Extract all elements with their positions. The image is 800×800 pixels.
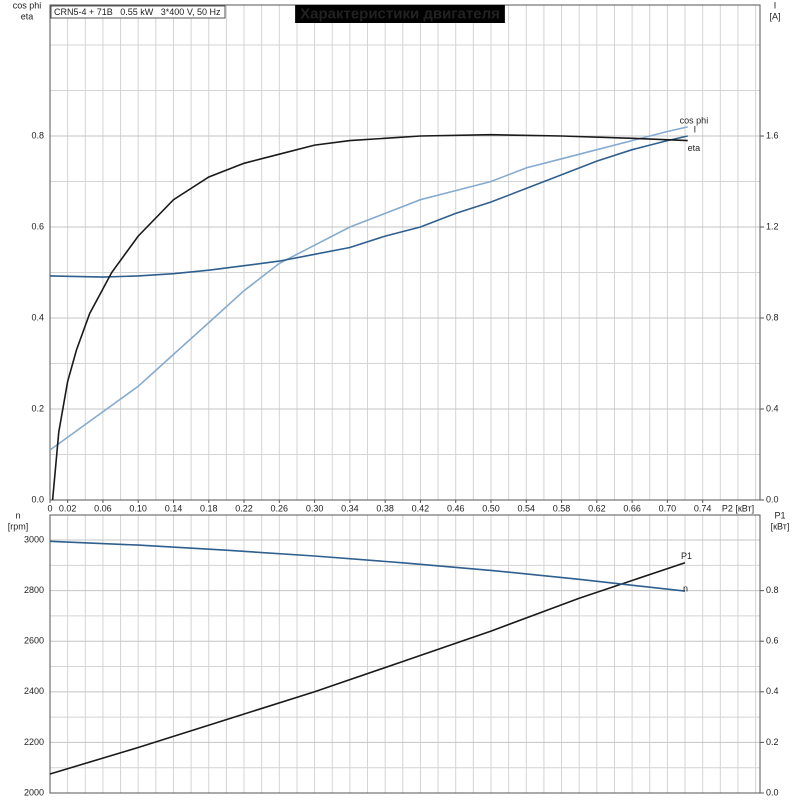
title-background (295, 5, 505, 23)
y-axis-label: eta (21, 11, 34, 21)
y2-axis-label: [A] (769, 11, 780, 21)
y2-tick-label: 0.4 (766, 403, 779, 413)
series-line (51, 133, 688, 501)
x-tick-label: 0.46 (447, 503, 465, 513)
x-tick-label: 0.26 (271, 503, 289, 513)
y-axis-label: cos phi (13, 0, 42, 10)
series-label: n (683, 584, 688, 594)
y-tick-label: 2000 (24, 787, 44, 797)
y2-tick-label: 0.4 (766, 686, 779, 696)
y2-tick-label: 1.2 (766, 221, 779, 231)
x-tick-label: 0.06 (94, 503, 112, 513)
y2-tick-label: 0.8 (766, 312, 779, 322)
series-label: cos phi (680, 115, 709, 125)
series-line (49, 135, 688, 278)
y-tick-label: 0.8 (31, 130, 44, 140)
y2-tick-label: 0.2 (766, 737, 779, 747)
y2-axis-label: P1 (774, 510, 785, 520)
series-label: P1 (681, 551, 692, 561)
title-box: Характеристики двигателя (295, 5, 505, 23)
series-label: I (694, 124, 697, 134)
y-tick-label: 2800 (24, 585, 44, 595)
x-tick-label: 0.62 (588, 503, 606, 513)
y2-tick-label: 0.8 (766, 585, 779, 595)
y-tick-label: 0.0 (31, 494, 44, 504)
y-tick-label: 0.2 (31, 403, 44, 413)
x-tick-label: 0.50 (482, 503, 500, 513)
series-line (49, 126, 688, 451)
y-tick-label: 0.4 (31, 312, 44, 322)
y-axis-label: [rpm] (8, 521, 29, 531)
x-tick-label: 0.34 (341, 503, 359, 513)
y2-tick-label: 0.6 (766, 636, 779, 646)
x-tick-label: 0.10 (129, 503, 147, 513)
x-tick-label: 0.58 (553, 503, 571, 513)
y-tick-label: 2400 (24, 686, 44, 696)
plot-frame (49, 514, 761, 794)
y-axis-label: n (15, 510, 20, 520)
x-tick-label: 0.30 (306, 503, 324, 513)
y-tick-label: 2600 (24, 636, 44, 646)
info-box-frame (50, 5, 226, 19)
series-line (49, 562, 686, 775)
x-tick-label: 0.14 (165, 503, 183, 513)
chart-title: Характеристики двигателя (300, 5, 500, 22)
series-line (49, 540, 686, 592)
x-tick-label: 0.38 (376, 503, 394, 513)
y-tick-label: 2200 (24, 737, 44, 747)
x-tick-label: 0.42 (412, 503, 430, 513)
x-tick-label: 0.66 (623, 503, 641, 513)
x-tick-label: 0.70 (659, 503, 677, 513)
plot-frame (49, 4, 761, 501)
y-tick-label: 0.6 (31, 221, 44, 231)
y2-tick-label: 1.6 (766, 130, 779, 140)
subtitle: CRN5-4 + 71B 0.55 kW 3*400 V, 50 Hz (54, 7, 221, 17)
series-label: eta (688, 143, 701, 153)
y2-tick-label: 0.0 (766, 787, 779, 797)
x-tick-label: 0 (47, 503, 52, 513)
info-box: CRN5-4 + 71B 0.55 kW 3*400 V, 50 Hz (50, 5, 226, 19)
y2-axis-label: I (774, 0, 777, 10)
y-tick-label: 3000 (24, 534, 44, 544)
x-tick-label: 0.22 (235, 503, 253, 513)
y2-axis-label: [кВт] (771, 521, 790, 531)
x-tick-label: 0.74 (694, 503, 712, 513)
x-tick-label: 0.02 (59, 503, 77, 513)
x-axis-label: P2 [кВт] (722, 503, 754, 513)
y2-tick-label: 0.0 (766, 494, 779, 504)
x-tick-label: 0.18 (200, 503, 218, 513)
x-tick-label: 0.54 (518, 503, 536, 513)
